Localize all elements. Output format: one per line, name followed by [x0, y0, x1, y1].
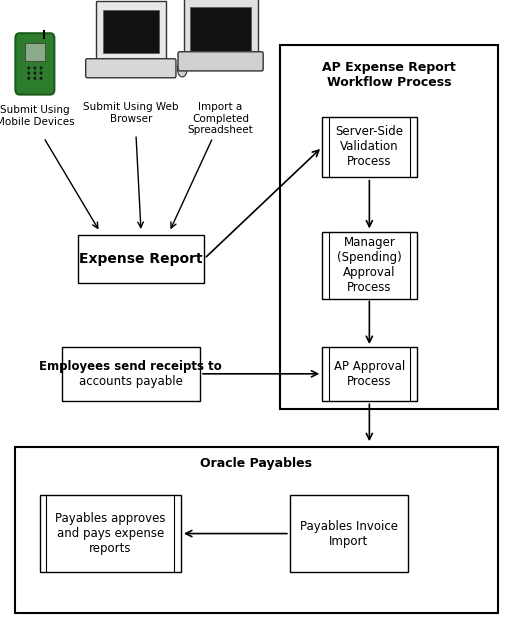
Text: Import a
Completed
Spreadsheet: Import a Completed Spreadsheet — [188, 102, 253, 135]
Circle shape — [40, 77, 42, 79]
Text: Payables approves
and pays expense
reports: Payables approves and pays expense repor… — [55, 512, 166, 555]
Circle shape — [28, 67, 30, 69]
Text: Payables Invoice
Import: Payables Invoice Import — [300, 520, 398, 548]
Text: Employees send receipts to: Employees send receipts to — [40, 360, 222, 373]
Text: AP Expense Report
Workflow Process: AP Expense Report Workflow Process — [322, 61, 456, 89]
Bar — [322, 117, 417, 177]
Bar — [290, 495, 408, 572]
Circle shape — [40, 67, 42, 69]
Text: AP Approval
Process: AP Approval Process — [334, 360, 405, 388]
Bar — [184, 0, 258, 60]
FancyBboxPatch shape — [178, 52, 263, 71]
Text: Submit Using
Mobile Devices: Submit Using Mobile Devices — [0, 105, 74, 127]
Text: Server-Side
Validation
Process: Server-Side Validation Process — [336, 125, 403, 169]
Bar — [15, 447, 498, 613]
Bar — [40, 495, 181, 572]
Text: Expense Report: Expense Report — [80, 252, 203, 266]
Text: accounts payable: accounts payable — [79, 375, 183, 388]
Bar — [322, 232, 417, 299]
Text: Manager
(Spending)
Approval
Process: Manager (Spending) Approval Process — [337, 236, 402, 294]
Bar — [78, 235, 204, 282]
Text: Submit Using Web
Browser: Submit Using Web Browser — [83, 102, 179, 124]
FancyBboxPatch shape — [15, 33, 54, 95]
Bar — [96, 1, 166, 61]
Circle shape — [40, 72, 42, 74]
Circle shape — [28, 77, 30, 79]
Circle shape — [34, 72, 35, 74]
Bar — [280, 45, 498, 409]
Bar — [322, 346, 417, 401]
Circle shape — [34, 77, 35, 79]
Bar — [25, 43, 45, 61]
Bar — [190, 7, 251, 51]
Bar — [62, 346, 200, 401]
Ellipse shape — [177, 62, 187, 77]
FancyBboxPatch shape — [86, 59, 176, 78]
Text: Oracle Payables: Oracle Payables — [201, 457, 312, 470]
Bar — [103, 10, 159, 53]
Circle shape — [28, 72, 30, 74]
Circle shape — [34, 67, 35, 69]
